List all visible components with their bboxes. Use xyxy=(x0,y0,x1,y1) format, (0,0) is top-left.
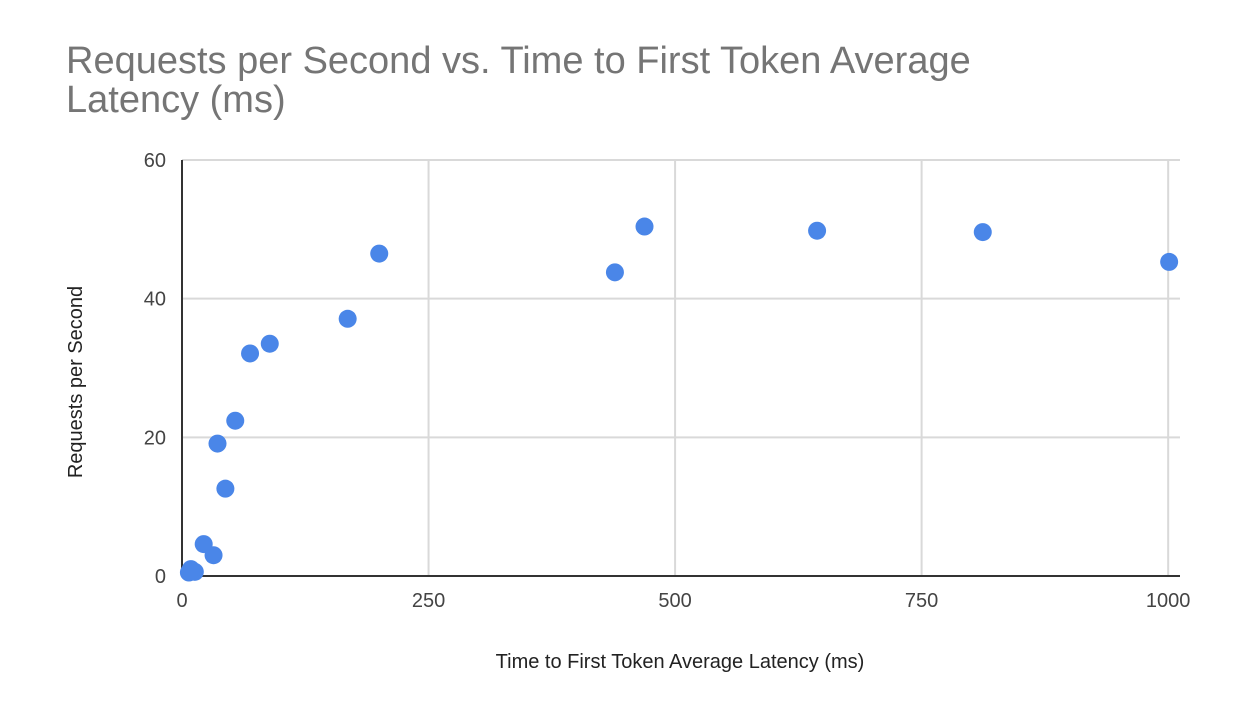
data-point xyxy=(204,546,223,565)
chart-title: Requests per Second vs. Time to First To… xyxy=(66,40,971,121)
tick-labels: 0 20 40 60 0 250 500 750 1000 xyxy=(144,150,1191,612)
x-tick-label: 750 xyxy=(905,590,938,612)
data-point xyxy=(370,244,389,263)
data-point xyxy=(808,221,827,240)
axes xyxy=(181,160,1180,577)
grid-lines xyxy=(182,159,1180,576)
data-point xyxy=(338,309,357,328)
data-point xyxy=(216,479,235,498)
data-point xyxy=(973,223,992,242)
data-point xyxy=(241,344,260,363)
data-point xyxy=(1160,252,1179,271)
data-point xyxy=(635,217,654,236)
data-point xyxy=(605,263,624,282)
data-point xyxy=(208,434,227,453)
y-tick-label: 0 xyxy=(155,566,166,588)
x-tick-label: 0 xyxy=(176,590,187,612)
x-tick-label: 1000 xyxy=(1146,590,1191,612)
y-tick-label: 20 xyxy=(144,427,166,449)
y-axis-title: Requests per Second xyxy=(65,286,87,478)
data-points xyxy=(179,217,1179,582)
data-point xyxy=(226,411,245,430)
y-tick-label: 40 xyxy=(144,289,166,311)
data-point xyxy=(185,562,204,581)
x-tick-label: 250 xyxy=(412,590,445,612)
data-point xyxy=(260,334,279,353)
x-axis-title: Time to First Token Average Latency (ms) xyxy=(496,651,865,673)
x-tick-label: 500 xyxy=(658,590,691,612)
y-tick-label: 60 xyxy=(144,150,166,172)
